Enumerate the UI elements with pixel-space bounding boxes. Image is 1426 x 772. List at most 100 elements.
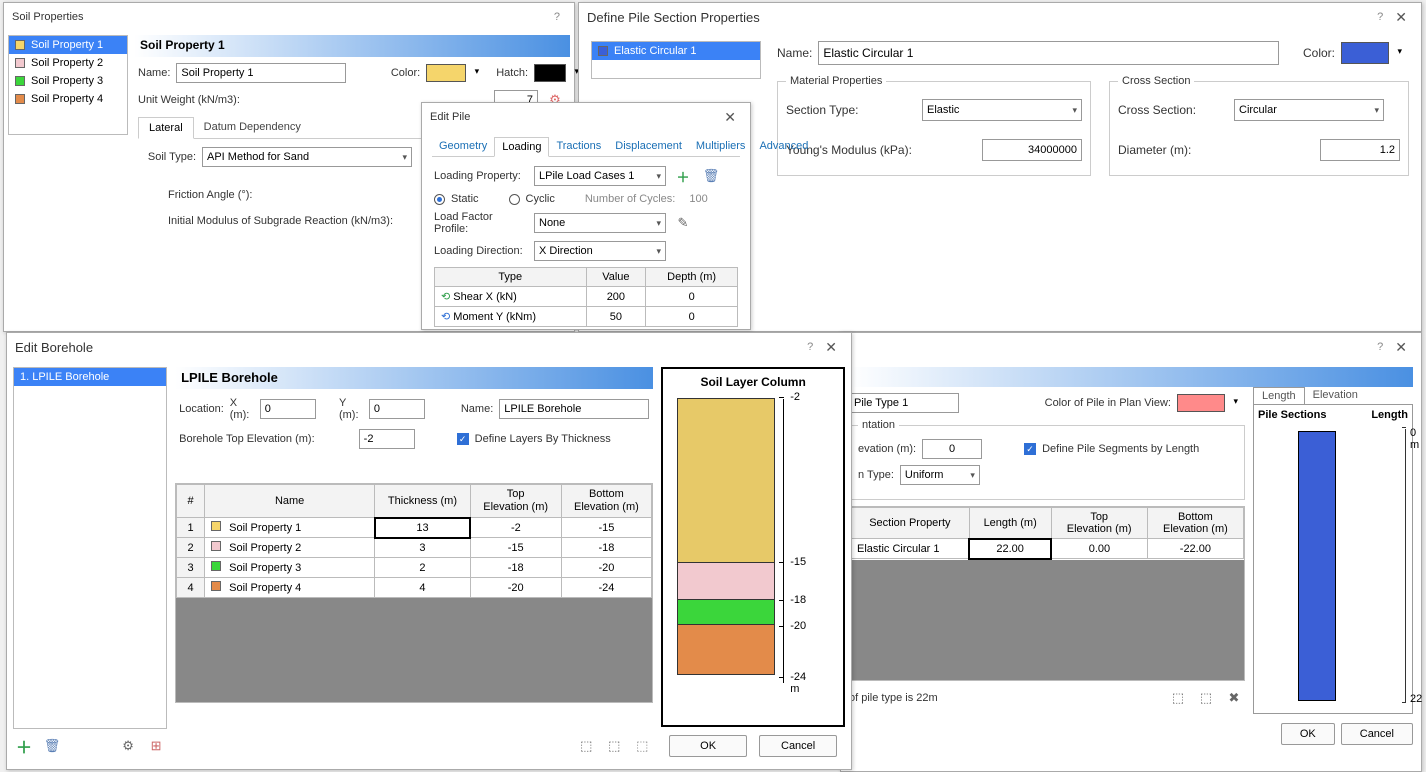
add-icon[interactable]: ＋ — [672, 165, 694, 187]
edit-pile-window: Edit Pile ✕ GeometryLoadingTractionsDisp… — [421, 102, 751, 330]
bh-cancel-button[interactable]: Cancel — [759, 735, 837, 757]
loading-dir-select[interactable]: X Direction — [534, 241, 666, 261]
soil-type-select[interactable]: API Method for Sand — [202, 147, 412, 167]
bh-name-label: Name: — [461, 403, 493, 415]
close-icon[interactable]: ✕ — [819, 339, 843, 356]
bh-x-input[interactable] — [260, 399, 316, 419]
pt-in-type-select[interactable]: Uniform — [900, 465, 980, 485]
col-depth: Depth (m) — [646, 268, 738, 287]
edit-pile-tab[interactable]: Geometry — [432, 137, 494, 156]
help-icon[interactable]: ? — [801, 341, 819, 353]
help-icon[interactable]: ? — [1371, 341, 1389, 353]
bh-header: LPILE Borehole — [175, 367, 653, 389]
bh-col-bottom: BottomElevation (m) — [561, 485, 652, 518]
soil-tree-item[interactable]: Soil Property 2 — [9, 54, 127, 72]
edit-pile-tab[interactable]: Advanced — [752, 137, 815, 156]
modulus-label: Initial Modulus of Subgrade Reaction (kN… — [168, 215, 393, 227]
bh-grid-icon[interactable]: ⊞ — [145, 735, 167, 757]
delete-icon[interactable]: 🗑 — [700, 165, 722, 187]
soil-tree-item[interactable]: Soil Property 3 — [9, 72, 127, 90]
close-icon[interactable]: ✕ — [1389, 339, 1413, 356]
pt-col-top: Top Elevation (m) — [1051, 508, 1147, 539]
edit-pile-tab[interactable]: Loading — [494, 137, 549, 157]
col-type: Type — [435, 268, 587, 287]
section-type-select[interactable]: Elastic — [922, 99, 1082, 121]
diameter-input[interactable] — [1320, 139, 1400, 161]
bh-tool-1[interactable]: ⬚ — [575, 735, 597, 757]
edit-pile-title: Edit Pile — [430, 111, 470, 123]
load-row[interactable]: ⟲ Moment Y (kNm)500 — [435, 307, 738, 327]
pt-name-input[interactable] — [849, 393, 959, 413]
edit-pile-tabs: GeometryLoadingTractionsDisplacementMult… — [432, 137, 740, 157]
edit-pile-tab[interactable]: Displacement — [608, 137, 689, 156]
borehole-row[interactable]: 3Soil Property 32-18-20 — [177, 558, 652, 578]
pt-elev-input[interactable] — [922, 439, 982, 459]
tab-lateral[interactable]: Lateral — [138, 117, 194, 139]
bh-gear-icon[interactable]: ⚙ — [117, 735, 139, 757]
load-row[interactable]: ⟲ Shear X (kN)2000 — [435, 287, 738, 307]
tab-datum[interactable]: Datum Dependency — [194, 117, 311, 138]
pt-cancel-button[interactable]: Cancel — [1341, 723, 1413, 745]
edit-icon[interactable]: ✎ — [672, 212, 694, 234]
ps-name-input[interactable] — [818, 41, 1279, 65]
static-radio[interactable] — [434, 194, 445, 205]
pile-section-titlebar: Define Pile Section Properties ? ✕ — [579, 3, 1421, 31]
edit-pile-tab[interactable]: Multipliers — [689, 137, 753, 156]
pt-row[interactable]: Elastic Circular 1 22.00 0.00 -22.00 — [851, 539, 1244, 559]
bh-col-thick: Thickness (m) — [375, 485, 471, 518]
borehole-row[interactable]: 4Soil Property 44-20-24 — [177, 578, 652, 598]
tool-icon-3[interactable]: ✖ — [1223, 687, 1245, 709]
soil-color-label: Color: — [391, 67, 420, 79]
edit-pile-tab[interactable]: Tractions — [549, 137, 608, 156]
soil-tree-item[interactable]: Soil Property 4 — [9, 90, 127, 108]
cross-select[interactable]: Circular — [1234, 99, 1384, 121]
soil-color-swatch[interactable]: ▾ — [426, 64, 466, 82]
bh-tool-2[interactable]: ⬚ — [603, 735, 625, 757]
pile-section-item[interactable]: Elastic Circular 1 — [592, 42, 760, 60]
ps-color-swatch[interactable]: ▾ — [1341, 42, 1389, 64]
loading-dir-label: Loading Direction: — [434, 245, 528, 257]
loading-prop-select[interactable]: LPile Load Cases 1 — [534, 166, 666, 186]
close-icon[interactable]: ✕ — [1389, 9, 1413, 26]
pt-ok-button[interactable]: OK — [1281, 723, 1335, 745]
soil-axis-tick: -15 — [790, 556, 806, 568]
soil-name-input[interactable] — [176, 63, 346, 83]
pt-plan-color-swatch[interactable]: ▾ — [1177, 394, 1225, 412]
bh-add-icon[interactable]: ＋ — [13, 735, 35, 757]
bh-define-layers-check[interactable] — [457, 433, 469, 445]
bh-delete-icon[interactable]: 🗑 — [41, 735, 63, 757]
borehole-row[interactable]: 1Soil Property 113-2-15 — [177, 518, 652, 538]
tool-icon-2[interactable]: ⬚ — [1195, 687, 1217, 709]
soil-tree-item[interactable]: Soil Property 1 — [9, 36, 127, 54]
material-legend: Material Properties — [786, 75, 886, 87]
soil-hatch-swatch[interactable] — [534, 64, 566, 82]
pile-section-title: Define Pile Section Properties — [587, 10, 760, 25]
close-icon[interactable]: ✕ — [718, 109, 742, 126]
bh-tree-item[interactable]: 1. LPILE Borehole — [14, 368, 166, 386]
help-icon[interactable]: ? — [1371, 11, 1389, 23]
bh-top-elev-input[interactable] — [359, 429, 415, 449]
soil-name-label: Name: — [138, 67, 170, 79]
pt-define-seg-check[interactable] — [1024, 443, 1036, 455]
soil-column-panel: Soil Layer Column -2-15-18-20-24 m — [661, 367, 845, 727]
bh-name-input[interactable] — [499, 399, 649, 419]
tool-icon-1[interactable]: ⬚ — [1167, 687, 1189, 709]
pt-length-title: Length — [1371, 409, 1408, 421]
help-icon[interactable]: ? — [548, 11, 566, 23]
bh-ok-button[interactable]: OK — [669, 735, 747, 757]
cross-legend: Cross Section — [1118, 75, 1194, 87]
pt-col-section: Section Property — [851, 508, 970, 539]
pile-type-window: ? ✕ Color of Pile in Plan View: ▾ ntatio… — [840, 332, 1422, 772]
youngs-input[interactable] — [982, 139, 1082, 161]
soil-layer-segment — [677, 624, 775, 675]
pt-tab-length[interactable]: Length — [1253, 387, 1305, 405]
pt-table: Section Property Length (m) Top Elevatio… — [850, 507, 1244, 560]
bh-y-input[interactable] — [369, 399, 425, 419]
load-factor-label: Load Factor Profile: — [434, 211, 528, 235]
soil-axis-tick: -24 m — [790, 671, 806, 695]
pt-tab-elevation[interactable]: Elevation — [1305, 387, 1366, 404]
cyclic-radio[interactable] — [509, 194, 520, 205]
soil-title-bar: Soil Properties ? — [4, 3, 574, 31]
borehole-row[interactable]: 2Soil Property 23-15-18 — [177, 538, 652, 558]
load-factor-select[interactable]: None — [534, 213, 666, 233]
